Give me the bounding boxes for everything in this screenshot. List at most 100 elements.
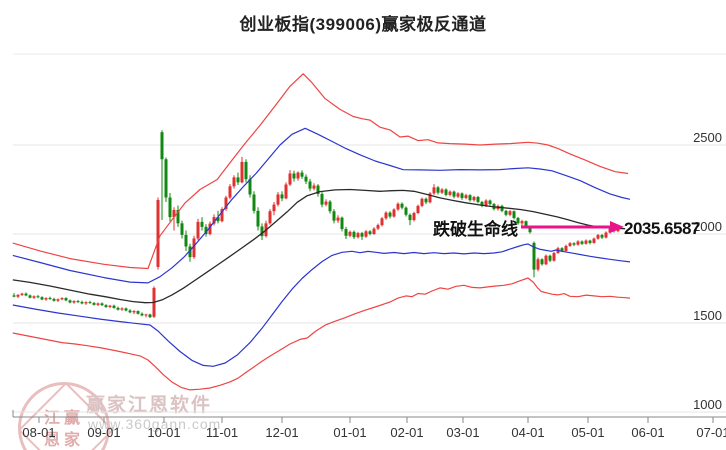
- x-tick-label: 09-01: [87, 425, 120, 440]
- candle-down: [320, 193, 324, 205]
- candle-down: [524, 221, 528, 227]
- series-upper-outer-red: [12, 73, 629, 270]
- candle-up: [596, 235, 600, 239]
- candle-down: [200, 221, 204, 227]
- brand-watermark: 赢家江恩软件: [86, 395, 213, 416]
- candle-up: [192, 238, 196, 258]
- gann-seal-watermark: 江赢 恩家: [17, 381, 115, 450]
- candle-up: [228, 186, 232, 198]
- y-tick-label: 2000: [693, 219, 722, 234]
- candle-down: [104, 305, 108, 307]
- candle-down: [36, 296, 40, 298]
- seal-circle-icon: [18, 382, 110, 450]
- candle-down: [400, 203, 404, 208]
- x-tick-label: 10-01: [147, 425, 180, 440]
- candle-up: [348, 231, 352, 236]
- candle-up: [520, 221, 524, 224]
- candle-down: [252, 194, 256, 211]
- candle-down: [408, 214, 412, 221]
- candle-up: [392, 209, 396, 217]
- candle-up: [276, 194, 280, 205]
- candle-down: [128, 310, 132, 313]
- candle-up: [484, 200, 488, 206]
- candle-up: [536, 259, 540, 270]
- candle-down: [248, 179, 252, 195]
- candle-down: [580, 241, 584, 244]
- candle-down: [148, 314, 152, 318]
- candle-down: [28, 295, 32, 298]
- x-tick-label: 03-01: [446, 425, 479, 440]
- lifeline-break-arrow-icon: [521, 221, 624, 233]
- candle-up: [604, 232, 608, 238]
- candle-up: [132, 311, 136, 313]
- candle-down: [516, 217, 520, 224]
- candle-down: [352, 231, 356, 238]
- candle-up: [564, 245, 568, 251]
- candle-up: [240, 161, 244, 183]
- x-tick-label: 08-01: [22, 425, 55, 440]
- candle-up: [144, 314, 148, 316]
- candle-down: [588, 240, 592, 243]
- candle-down: [344, 229, 348, 236]
- candle-down: [444, 189, 448, 195]
- candle-down: [528, 226, 532, 233]
- candle-up: [16, 294, 20, 297]
- series-lower-outer-red: [12, 277, 631, 391]
- candle-down: [68, 300, 72, 303]
- candle-up: [268, 211, 272, 224]
- candle-up: [56, 299, 60, 301]
- candle-up: [156, 200, 160, 267]
- candle-down: [328, 201, 332, 212]
- x-tick-label: 07-01: [696, 425, 726, 440]
- candle-up: [544, 255, 548, 265]
- seal-text-1: 江赢: [43, 410, 84, 427]
- url-watermark: www.360gann.com: [88, 416, 222, 432]
- candle-down: [168, 197, 172, 218]
- candle-up: [364, 231, 368, 237]
- candle-up: [336, 217, 340, 221]
- candle-down: [540, 259, 544, 265]
- candle-up: [576, 241, 580, 245]
- candle-up: [372, 228, 376, 234]
- candle-down: [388, 212, 392, 217]
- last-price-label: 2035.6587: [624, 219, 700, 238]
- candle-down: [204, 226, 208, 234]
- candle-down: [52, 298, 56, 301]
- candle-up: [60, 298, 64, 300]
- candle-down: [188, 246, 192, 258]
- y-tick-label: 1000: [693, 397, 722, 412]
- candle-down: [40, 297, 44, 300]
- candle-down: [512, 211, 516, 218]
- candle-down: [560, 248, 564, 251]
- candle-up: [568, 243, 572, 246]
- candle-up: [508, 211, 512, 215]
- candle-up: [456, 193, 460, 197]
- candle-up: [84, 302, 88, 304]
- candle-up: [416, 205, 420, 213]
- candle-down: [600, 235, 604, 238]
- candle-down: [368, 231, 372, 234]
- x-tick-label: 04-01: [511, 425, 544, 440]
- candle-up: [32, 296, 36, 298]
- candle-down: [24, 293, 28, 296]
- series-upper-inner-blue: [12, 127, 631, 284]
- candle-up: [284, 184, 288, 199]
- candle-down: [300, 172, 304, 177]
- candle-down: [88, 302, 92, 304]
- candle-down: [48, 298, 52, 300]
- candle-down: [548, 255, 552, 261]
- candle-down: [64, 298, 68, 301]
- x-tick-label: 11-01: [206, 425, 238, 440]
- candle-up: [448, 191, 452, 195]
- candle-down: [136, 311, 140, 314]
- candle-up: [356, 233, 360, 238]
- candle-down: [164, 159, 168, 198]
- candle-up: [428, 193, 432, 203]
- candle-down: [452, 191, 456, 197]
- candle-up: [212, 217, 216, 224]
- candle-down: [468, 195, 472, 201]
- candle-down: [124, 308, 128, 311]
- candle-down: [308, 181, 312, 189]
- candle-up: [312, 185, 316, 189]
